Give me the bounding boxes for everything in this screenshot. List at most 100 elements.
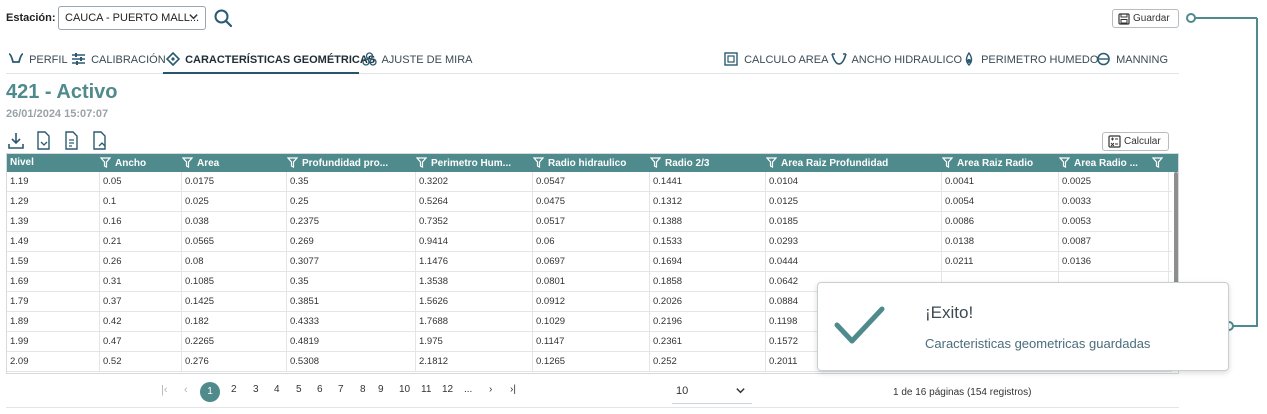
table-cell: 0.1029 [533, 312, 650, 332]
page-link[interactable]: 6 [317, 384, 323, 395]
download-icon[interactable] [7, 131, 25, 151]
table-cell: 0.52 [100, 352, 182, 372]
table-cell: 1.39 [7, 212, 100, 232]
wet-perimeter-icon [965, 51, 973, 66]
page-link[interactable]: ... [464, 384, 473, 395]
column-header[interactable]: Area Radio ... [1059, 154, 1169, 172]
search-icon[interactable] [212, 7, 234, 29]
column-header-label: Perimetro Hum... [431, 158, 512, 169]
column-header-label: Profundidad pro... [302, 158, 389, 169]
column-header[interactable]: Radio hidraulico [533, 154, 650, 172]
column-header[interactable]: Perimetro Hum... [416, 154, 533, 172]
last-page-icon[interactable]: ›| [510, 384, 516, 395]
filter-icon[interactable] [942, 157, 954, 168]
filter-icon[interactable] [766, 157, 778, 168]
filter-icon[interactable] [650, 157, 662, 168]
page-size-select[interactable]: 10 [672, 380, 752, 404]
filter-icon[interactable] [416, 157, 428, 168]
page-link[interactable]: 10 [399, 384, 411, 395]
table-cell: 0.35 [287, 172, 416, 192]
table-row[interactable]: 1.19 0.05 0.0175 0.35 0.3202 0.0547 0.1441 0.01… [7, 172, 1172, 192]
column-header[interactable]: Profundidad pro... [287, 154, 416, 172]
table-cell: 0.4819 [287, 332, 416, 352]
table-cell: 0.0211 [942, 252, 1059, 272]
table-cell: 0.3077 [287, 252, 416, 272]
table-cell: 2.1812 [416, 352, 533, 372]
column-header[interactable]: Radio 2/3 [650, 154, 766, 172]
geometry-icon [165, 51, 181, 67]
table-cell: 0.0053 [1059, 212, 1169, 232]
column-header[interactable]: Ancho [100, 154, 182, 172]
page-link[interactable]: 5 [296, 384, 302, 395]
save-button[interactable]: Guardar [1112, 9, 1179, 28]
table-cell: 0.1425 [182, 292, 287, 312]
column-header-label: Area [197, 158, 220, 169]
page-link[interactable]: 2 [231, 384, 237, 395]
table-cell: 0.0033 [1059, 192, 1169, 212]
first-page-icon[interactable]: |‹ [161, 384, 168, 396]
filter-icon[interactable] [1059, 157, 1071, 168]
table-row[interactable]: 1.49 0.21 0.0565 0.269 0.9414 0.06 0.1533 0.029… [7, 232, 1172, 252]
table-cell: 0.0185 [766, 212, 942, 232]
table-cell: 0.1 [100, 192, 182, 212]
filter-icon[interactable] [100, 157, 112, 168]
save-button-label: Guardar [1133, 13, 1170, 24]
page-current[interactable]: 1 [200, 382, 220, 402]
table-cell: 0.2375 [287, 212, 416, 232]
filter-icon[interactable] [533, 157, 545, 168]
tab-label: PERFIL [29, 54, 68, 66]
table-row[interactable]: 1.39 0.16 0.038 0.2375 0.7352 0.0517 0.1388 0.0… [7, 212, 1172, 232]
page-link[interactable]: 3 [253, 384, 259, 395]
file-import-icon[interactable] [63, 131, 81, 151]
page-link[interactable]: 4 [274, 384, 280, 395]
page-link[interactable]: 7 [338, 384, 344, 395]
table-cell: 0.0087 [1059, 232, 1169, 252]
table-row[interactable]: 2.09 0.52 0.276 0.5308 2.1812 0.1265 0.252 0.20… [7, 352, 1172, 372]
table-cell: 0.276 [182, 352, 287, 372]
table-cell: 0.06 [533, 232, 650, 252]
page-link[interactable]: 8 [360, 384, 366, 395]
checkmark-icon [834, 303, 886, 354]
station-select[interactable]: CAUCA - PUERTO MALL... [58, 6, 206, 30]
column-header[interactable]: Area [182, 154, 287, 172]
tab-caracteristicas-geometricas[interactable]: CARACTERÍSTICAS GEOMÉTRICAS [165, 50, 375, 72]
table-cell: 1.5626 [416, 292, 533, 312]
filter-icon[interactable] [182, 157, 194, 168]
table-cell: 0.9414 [416, 232, 533, 252]
column-header[interactable]: Area Raiz Profundidad [766, 154, 942, 172]
prev-page-icon[interactable]: ‹ [184, 384, 188, 396]
table-cell: 0.2361 [650, 332, 766, 352]
table-cell: 1.99 [7, 332, 100, 352]
tab-label: ANCHO HIDRAULICO [851, 54, 963, 66]
file-export-icon[interactable] [35, 131, 53, 151]
column-header[interactable]: Area Raiz Radio [942, 154, 1059, 172]
file-upload-icon[interactable] [91, 131, 109, 151]
table-cell: 0.1147 [533, 332, 650, 352]
table-row[interactable]: 1.69 0.31 0.1085 0.35 1.3538 0.0801 0.1858 0.06… [7, 272, 1172, 292]
tab-calibracion[interactable]: CALIBRACIÓN [71, 50, 166, 72]
tab-calculo-area[interactable]: CALCULO AREA [724, 50, 828, 72]
filter-icon[interactable] [287, 157, 299, 168]
page-link[interactable]: 12 [442, 384, 454, 395]
table-cell: 0.0125 [766, 192, 942, 212]
chevron-down-icon [188, 11, 199, 25]
filter-icon[interactable] [1152, 154, 1168, 172]
page-link[interactable]: 11 [421, 384, 432, 395]
tab-perfil[interactable]: PERFIL [8, 50, 68, 72]
vertical-scrollbar[interactable] [1174, 172, 1178, 290]
tab-manning[interactable]: MANNING [1096, 50, 1168, 72]
table-cell: 1.49 [7, 232, 100, 252]
data-grid: Nivel Ancho Area Profundidad pro... Perimetr… [6, 153, 1179, 374]
table-cell: 0.2196 [650, 312, 766, 332]
tab-ancho-hidraulico[interactable]: ANCHO HIDRAULICO [831, 50, 962, 72]
calculate-button[interactable]: Calcular [1102, 132, 1169, 151]
table-row[interactable]: 1.29 0.1 0.025 0.25 0.5264 0.0475 0.1312 0.0125… [7, 192, 1172, 212]
column-header[interactable]: Nivel [10, 154, 103, 172]
page-link[interactable]: 9 [378, 384, 384, 395]
table-row[interactable]: 1.99 0.47 0.2265 0.4819 1.975 0.1147 0.2361 0.1… [7, 332, 1172, 352]
table-row[interactable]: 1.59 0.26 0.08 0.3077 1.1476 0.0697 0.1694 0.04… [7, 252, 1172, 272]
tab-perimetro-humedo[interactable]: PERIMETRO HUMEDO [962, 50, 1098, 72]
tab-ajuste-de-mira[interactable]: AJUSTE DE MIRA [362, 50, 473, 72]
next-page-icon[interactable]: › [489, 384, 493, 395]
table-cell: 0.0565 [182, 232, 287, 252]
